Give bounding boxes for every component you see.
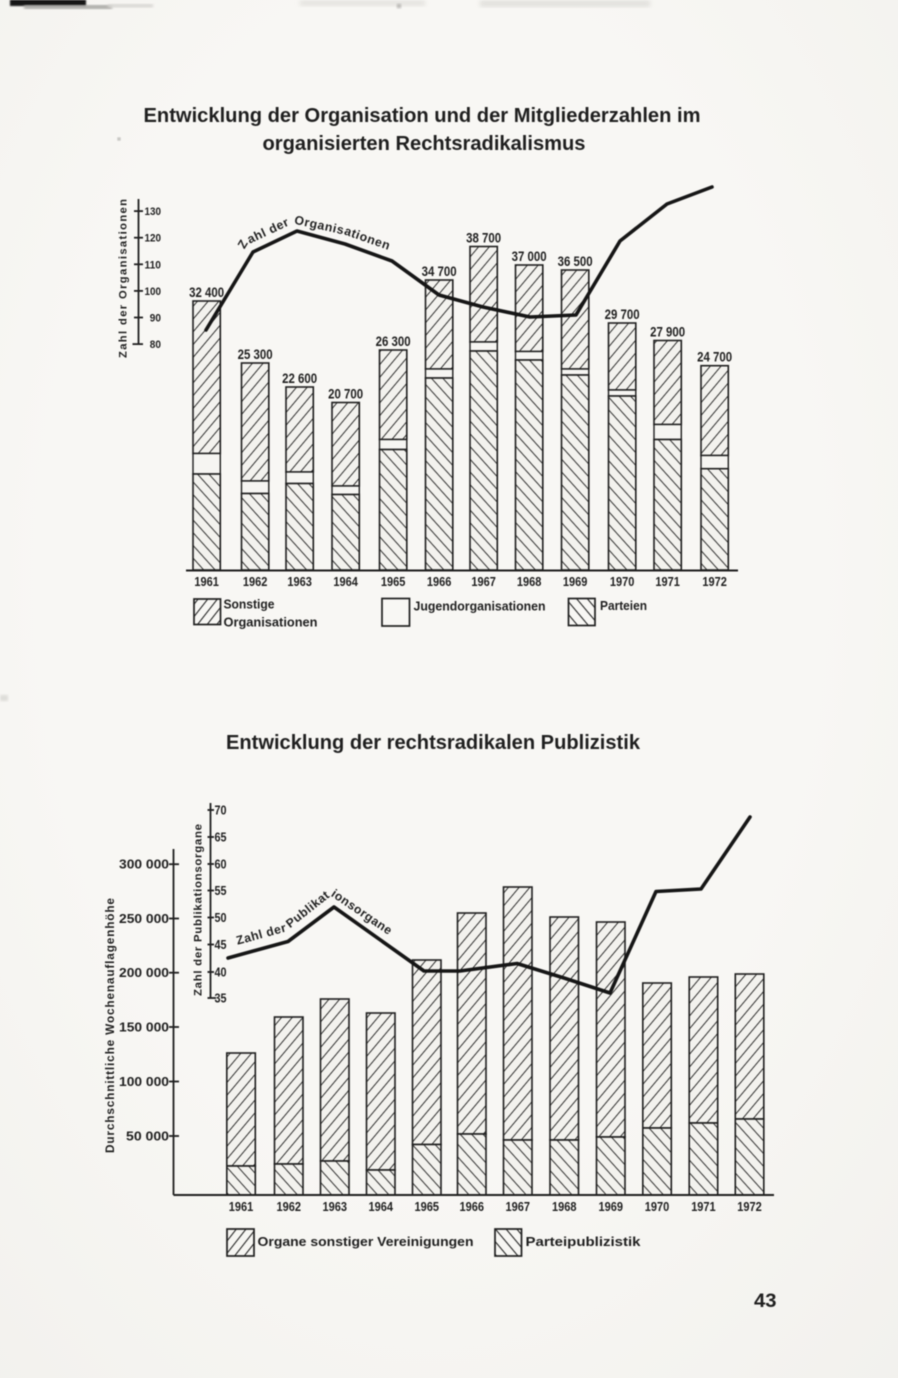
svg-text:40: 40 [215,965,227,980]
svg-text:1962: 1962 [243,575,268,589]
svg-text:1968: 1968 [517,575,542,589]
svg-text:1961: 1961 [194,575,219,589]
svg-text:1969: 1969 [563,575,588,589]
svg-text:22 600: 22 600 [282,371,317,386]
svg-text:Entwicklung der Organisation u: Entwicklung der Organisation und der Mit… [144,105,701,127]
svg-text:1972: 1972 [702,575,727,589]
svg-text:1961: 1961 [229,1200,254,1214]
svg-text:26 300: 26 300 [376,334,411,349]
svg-text:120: 120 [145,233,162,245]
svg-text:35: 35 [215,991,227,1006]
svg-text:1970: 1970 [645,1200,670,1214]
svg-text:Parteien: Parteien [600,599,647,613]
svg-text:25 300: 25 300 [238,347,273,362]
svg-text:Zahl der Organisationen: Zahl der Organisationen [235,213,393,253]
svg-text:60: 60 [215,857,227,872]
svg-text:Organisationen: Organisationen [224,616,318,630]
svg-text:65: 65 [215,830,227,845]
svg-text:36 500: 36 500 [558,254,593,269]
svg-text:1964: 1964 [369,1200,394,1214]
svg-text:70: 70 [215,803,227,818]
svg-text:1964: 1964 [333,575,358,589]
svg-text:organisierten Rechtsradikalism: organisierten Rechtsradikalismus [263,133,586,155]
svg-text:Parteipublizistik: Parteipublizistik [526,1235,642,1249]
svg-text:20 700: 20 700 [328,387,363,402]
svg-text:Zahl der Publikationsorgane: Zahl der Publikationsorgane [193,824,205,996]
svg-text:1969: 1969 [599,1200,624,1214]
svg-text:90: 90 [150,313,161,325]
svg-text:1967: 1967 [471,575,496,589]
svg-text:38 700: 38 700 [466,231,501,246]
svg-text:1968: 1968 [552,1200,577,1214]
svg-text:1962: 1962 [277,1200,302,1214]
svg-text:24 700: 24 700 [697,350,732,365]
svg-text:55: 55 [215,883,227,898]
svg-text:250 000: 250 000 [119,911,169,926]
svg-text:50: 50 [215,910,227,925]
svg-text:34 700: 34 700 [422,264,457,279]
svg-text:150 000: 150 000 [119,1020,169,1035]
svg-text:80: 80 [150,339,161,351]
svg-text:32 400: 32 400 [189,285,224,300]
svg-text:100: 100 [145,286,162,298]
svg-text:1972: 1972 [737,1200,762,1214]
svg-text:Zahl der Publikationsorgane: Zahl der Publikationsorgane [235,886,395,947]
svg-text:Zahl der Organisationen: Zahl der Organisationen [118,199,130,358]
svg-text:200 000: 200 000 [119,965,169,980]
svg-text:300 000: 300 000 [119,857,169,872]
svg-text:Organe sonstiger Vereinigungen: Organe sonstiger Vereinigungen [258,1235,474,1249]
svg-text:110: 110 [145,259,162,271]
svg-text:Entwicklung der rechtsradikale: Entwicklung der rechtsradikalen Publizis… [226,732,641,754]
svg-text:100 000: 100 000 [119,1074,169,1089]
svg-text:43: 43 [754,1291,777,1312]
svg-text:37 000: 37 000 [512,249,547,264]
svg-text:1965: 1965 [381,575,406,589]
svg-text:1966: 1966 [427,575,452,589]
svg-text:1971: 1971 [691,1200,716,1214]
svg-text:1971: 1971 [655,575,680,589]
svg-text:29 700: 29 700 [605,307,640,322]
svg-text:Jugendorganisationen: Jugendorganisationen [414,600,546,614]
svg-text:130: 130 [145,206,162,218]
svg-text:1970: 1970 [610,575,635,589]
svg-text:Sonstige: Sonstige [224,598,275,612]
svg-text:1966: 1966 [460,1200,485,1214]
svg-text:1965: 1965 [415,1200,440,1214]
svg-text:1967: 1967 [506,1200,531,1214]
svg-text:50 000: 50 000 [126,1129,169,1144]
svg-text:45: 45 [215,937,227,952]
svg-text:1963: 1963 [287,575,312,589]
svg-text:1963: 1963 [323,1200,348,1214]
svg-text:Durchschnittliche Wochenauflag: Durchschnittliche Wochenauflagenhöhe [103,898,117,1153]
svg-text:27 900: 27 900 [650,325,685,340]
